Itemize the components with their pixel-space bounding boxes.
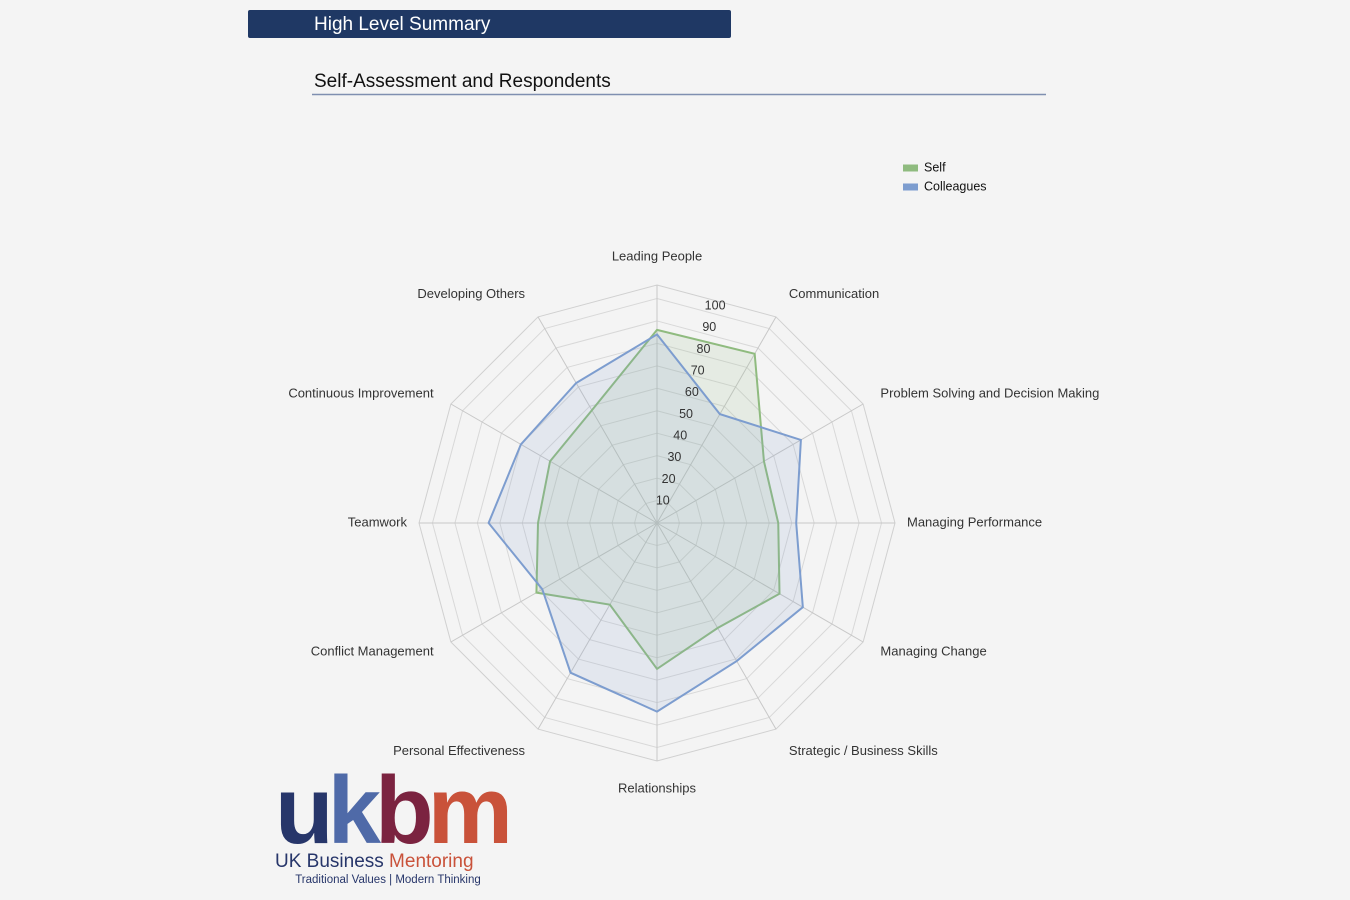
logo-mark-part: b xyxy=(375,757,430,864)
axis-label: Continuous Improvement xyxy=(288,385,434,400)
legend-label: Colleagues xyxy=(924,179,987,193)
spoke xyxy=(450,522,658,643)
r-tick-label: 80 xyxy=(697,342,711,356)
axis-label: Personal Effectiveness xyxy=(393,743,525,758)
logo-mark-part: k xyxy=(328,757,382,864)
series-area xyxy=(487,333,804,713)
axis-label: Managing Performance xyxy=(907,514,1042,529)
axis-label: Managing Change xyxy=(880,643,986,658)
spoke xyxy=(656,316,777,524)
r-tick-label: 30 xyxy=(667,450,681,464)
axis-label: Leading People xyxy=(612,248,702,263)
logo-mark-part: u xyxy=(275,757,328,864)
r-tick-label: 100 xyxy=(705,298,726,312)
spoke xyxy=(656,522,777,730)
r-tick-label: 10 xyxy=(656,494,670,508)
r-tick-label: 90 xyxy=(702,320,716,334)
axis-label: Developing Others xyxy=(417,286,525,301)
axis-label: Strategic / Business Skills xyxy=(789,743,938,758)
spoke xyxy=(450,403,658,524)
r-tick-label: 20 xyxy=(662,472,676,486)
legend-swatch xyxy=(903,164,918,172)
axis-label: Relationships xyxy=(618,780,697,795)
spoke xyxy=(656,403,864,524)
axis-label: Teamwork xyxy=(348,514,408,529)
series-area xyxy=(535,328,781,671)
r-tick-label: 40 xyxy=(673,429,687,443)
logo-name-part: UK Business xyxy=(275,851,389,872)
subtitle: Self-Assessment and Respondents xyxy=(314,71,611,92)
radar-chart: 10 20 30 40 50 60 70 80 90 100 Leading People Commu… xyxy=(288,248,1099,795)
header-title: High Level Summary xyxy=(314,14,491,35)
legend-swatch xyxy=(903,183,918,191)
logo-mark-part: m xyxy=(428,757,508,864)
logo-mark: ukbm xyxy=(275,757,508,864)
logo-tagline: Traditional Values | Modern Thinking xyxy=(295,874,481,886)
spoke xyxy=(537,522,658,730)
r-tick-label: 60 xyxy=(685,385,699,399)
header-bar xyxy=(248,10,731,38)
spoke xyxy=(656,522,864,643)
logo-name-part: Mentoring xyxy=(389,851,474,872)
spoke xyxy=(537,316,658,524)
axis-label: Problem Solving and Decision Making xyxy=(880,385,1099,400)
logo-name: UK Business Mentoring xyxy=(275,851,474,872)
axis-label: Conflict Management xyxy=(311,643,434,658)
r-tick-label: 70 xyxy=(691,363,705,377)
r-tick-label: 50 xyxy=(679,407,693,421)
axis-label: Communication xyxy=(789,286,879,301)
legend-label: Self xyxy=(924,160,946,174)
